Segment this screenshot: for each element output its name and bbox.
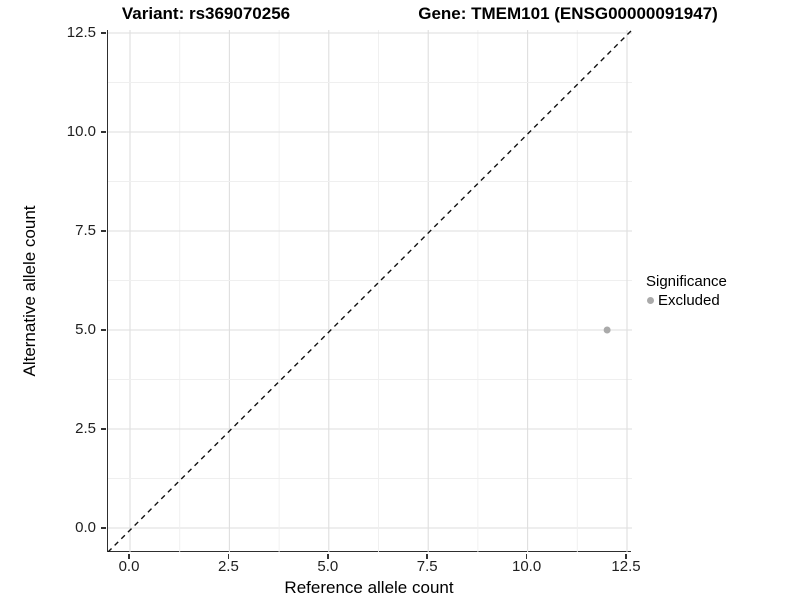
identity-line xyxy=(108,30,632,552)
x-tick-label: 7.5 xyxy=(416,558,438,575)
plot-canvas xyxy=(108,30,632,552)
y-tick-label: 2.5 xyxy=(75,420,96,437)
plot-panel xyxy=(107,30,632,552)
y-tick-mark xyxy=(100,131,106,133)
y-tick-mark xyxy=(100,32,106,34)
y-tick-mark xyxy=(100,428,106,430)
y-tick-label: 10.0 xyxy=(66,123,96,140)
x-tick-label: 10.0 xyxy=(511,558,542,575)
x-tick-label: 2.5 xyxy=(217,558,239,575)
x-tick-mark xyxy=(525,553,528,559)
plot-title-gene: Gene: TMEM101 (ENSG00000091947) xyxy=(418,4,718,23)
x-tick-mark xyxy=(128,553,130,559)
y-tick-mark xyxy=(100,230,106,232)
legend-entry-excluded: Excluded xyxy=(640,292,727,309)
legend-title: Significance xyxy=(646,273,727,290)
x-tick-mark xyxy=(426,553,428,559)
x-tick-label: 5.0 xyxy=(317,558,339,575)
legend: Significance Excluded xyxy=(640,273,727,309)
legend-entry-label: Excluded xyxy=(658,292,720,309)
y-tick-label: 12.5 xyxy=(66,24,96,41)
y-tick-mark xyxy=(100,527,106,529)
x-tick-mark xyxy=(625,553,627,559)
x-tick-mark xyxy=(327,553,329,559)
y-tick-label: 7.5 xyxy=(75,222,96,239)
y-tick-mark xyxy=(100,329,106,331)
x-tick-label: 12.5 xyxy=(611,558,641,575)
y-tick-label: 5.0 xyxy=(75,321,96,338)
x-tick-mark xyxy=(227,553,230,559)
legend-key-dot-icon xyxy=(647,297,654,304)
x-tick-label: 0.0 xyxy=(118,558,140,575)
y-axis-title: Alternative allele count xyxy=(20,205,39,377)
x-axis-title: Reference allele count xyxy=(284,578,454,597)
data-point xyxy=(603,326,611,334)
plot-title-variant: Variant: rs369070256 xyxy=(121,4,291,23)
y-tick-label: 0.0 xyxy=(75,519,96,536)
